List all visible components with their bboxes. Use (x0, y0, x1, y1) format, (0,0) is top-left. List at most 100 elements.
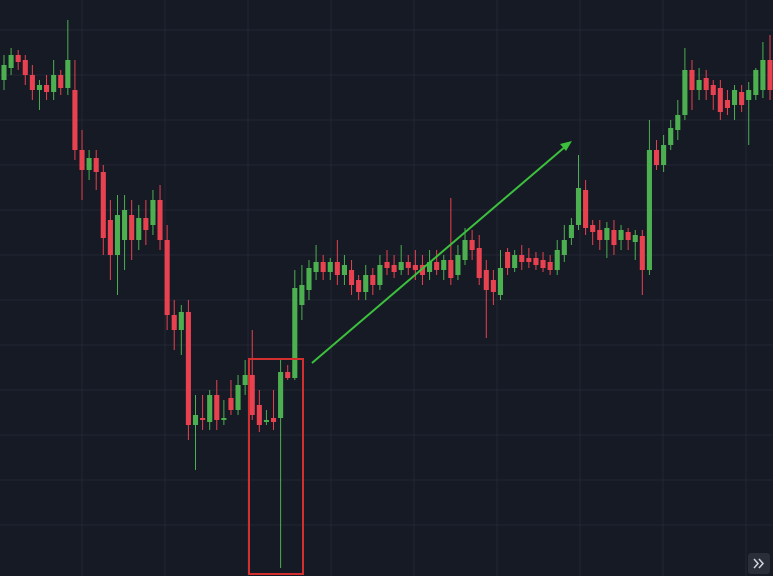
candle-body (639, 236, 645, 270)
candle-body (107, 220, 113, 255)
candle-body (618, 230, 624, 240)
candle-body (270, 418, 277, 422)
highlight-box (248, 358, 304, 575)
candle-body (554, 250, 560, 270)
candle-body (505, 252, 511, 268)
candle-body (384, 262, 390, 268)
candle-body (320, 262, 326, 272)
candle-body (15, 55, 21, 62)
candle-body (356, 280, 362, 292)
candle-body (178, 312, 184, 330)
candle-body (58, 75, 64, 88)
candle-body (653, 150, 660, 165)
candle-body (583, 190, 589, 228)
candle-body (590, 225, 596, 232)
candle-body (760, 60, 766, 90)
candle-body (611, 230, 617, 245)
candle-body (625, 232, 631, 240)
candle-body (86, 158, 92, 170)
candle-body (242, 375, 248, 385)
candle-body (214, 395, 220, 420)
candle-body (185, 312, 191, 425)
candle-body (739, 92, 745, 105)
candle-body (377, 265, 383, 285)
candle-body (292, 288, 298, 378)
candle-body (533, 258, 539, 265)
candle-body (22, 60, 28, 75)
candle-body (561, 240, 567, 255)
candle-body (122, 210, 128, 240)
candle-body (313, 262, 319, 272)
candle-body (136, 218, 142, 240)
candle-body (299, 285, 305, 305)
candle-body (150, 200, 156, 225)
candle-body (72, 90, 78, 150)
candle-body (689, 70, 695, 90)
candle-body (604, 228, 610, 240)
candle-body (448, 260, 454, 278)
candle-body (746, 90, 752, 100)
candle-body (157, 200, 163, 240)
candle-body (490, 280, 496, 292)
candle-body (568, 225, 574, 238)
candle-body (1, 65, 7, 80)
candle-body (441, 260, 447, 270)
candle-body (207, 395, 213, 422)
candle-body (661, 145, 667, 165)
candle-body (710, 85, 716, 95)
candle-body (632, 235, 638, 242)
candle-body (512, 255, 518, 268)
candle-body (341, 265, 347, 275)
candle-body (370, 275, 376, 285)
candle-body (192, 415, 199, 425)
candle-body (398, 262, 404, 270)
candle-body (256, 405, 262, 425)
candle-body (427, 262, 433, 272)
candle-body (703, 78, 709, 90)
candle-body (306, 268, 312, 290)
candle-body (455, 255, 461, 275)
candle-body (29, 75, 35, 90)
candle-body (228, 398, 234, 410)
candle-body (235, 385, 241, 410)
arrow-line (311, 145, 567, 364)
candle-body (44, 85, 50, 92)
candle-body (391, 265, 397, 272)
candle-body (717, 88, 723, 112)
candle-body (675, 115, 681, 130)
arrow-head (560, 141, 572, 151)
candle-body (526, 258, 532, 262)
candle-body (114, 215, 121, 255)
candle-body (36, 85, 43, 90)
candle-body (171, 315, 177, 330)
candle-body (348, 270, 355, 285)
candles (1, 20, 773, 568)
candle-body (646, 150, 652, 270)
candle-body (327, 262, 333, 272)
candle-body (547, 262, 553, 270)
candle-body (497, 268, 504, 295)
candle-body (731, 90, 738, 105)
candle-body (363, 275, 369, 292)
candle-body (263, 420, 269, 422)
candle-body (519, 255, 525, 262)
candle-body (753, 70, 759, 95)
candle-body (462, 240, 468, 260)
scroll-button[interactable] (748, 553, 770, 574)
candle-body (249, 375, 255, 415)
candle-body (100, 172, 106, 238)
candle-body (767, 60, 773, 90)
candle-body (696, 80, 702, 90)
candle-body (129, 215, 135, 240)
candle-body (221, 418, 227, 420)
candle-body (724, 100, 730, 108)
candle-body (434, 262, 440, 270)
candle-body (575, 188, 582, 225)
candle-body (200, 418, 206, 420)
button-icon (753, 558, 765, 569)
candle-body (93, 158, 99, 172)
candle-body (65, 60, 71, 88)
candle-body (164, 240, 170, 315)
